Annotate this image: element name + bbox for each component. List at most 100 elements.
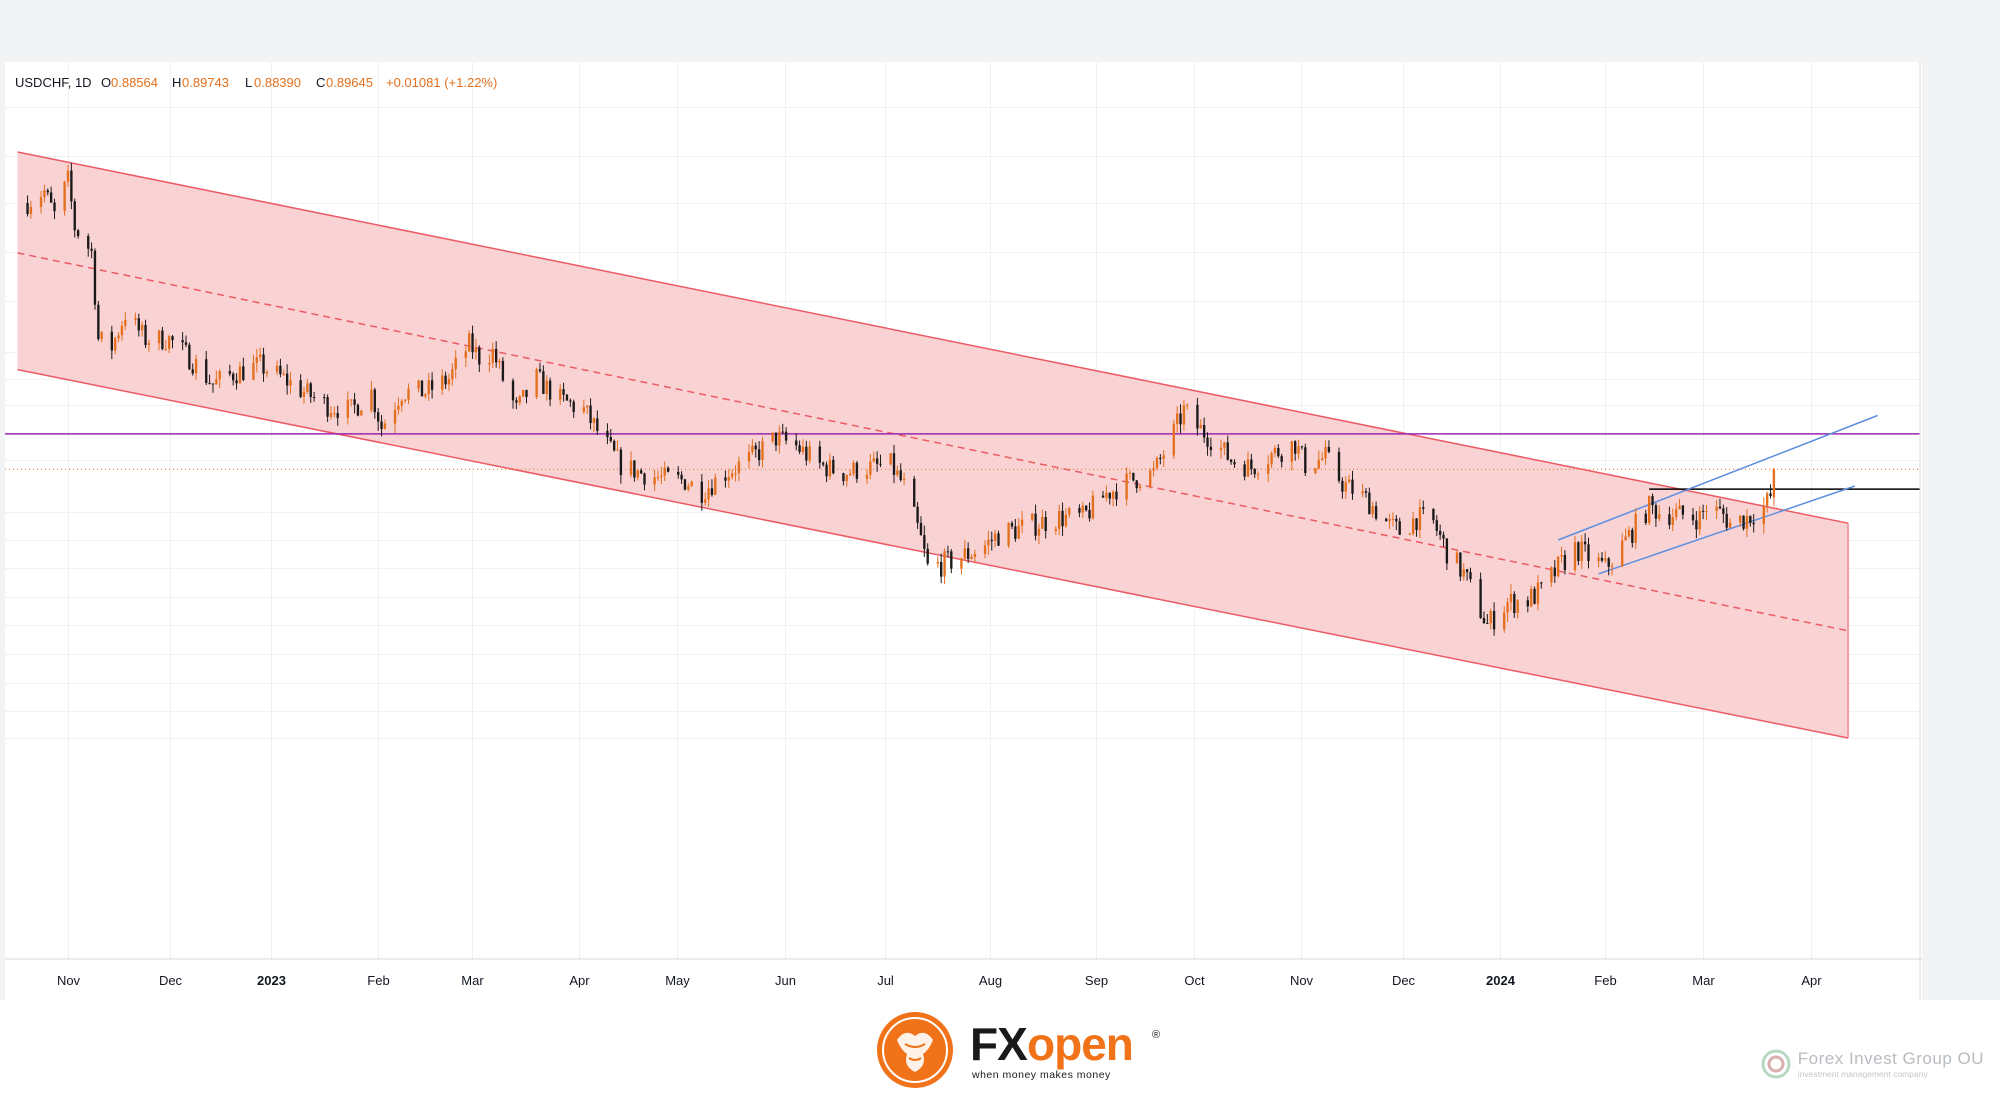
candle-body	[1772, 469, 1776, 498]
candle-body	[535, 369, 538, 398]
candle-body	[612, 440, 616, 451]
candle-body	[993, 533, 997, 541]
candle-body	[1138, 486, 1142, 489]
x-tick-label: 2023	[257, 973, 286, 988]
company-name: Forex Invest Group OU	[1797, 1049, 1984, 1068]
candle-body	[444, 375, 447, 385]
candle-body	[424, 394, 427, 397]
candle-body	[1580, 541, 1583, 561]
legend-change: +0.01081 (+1.22%)	[386, 75, 497, 90]
company-logo-icon	[1761, 1049, 1791, 1079]
candle-body	[1725, 513, 1728, 528]
candle-body	[633, 460, 636, 478]
candle-body	[403, 399, 407, 401]
brand-fx: FX	[970, 1018, 1028, 1070]
candle-body	[963, 548, 966, 559]
candle-body	[1314, 468, 1317, 474]
candle-body	[1300, 446, 1304, 448]
x-tick-label: Sep	[1085, 973, 1108, 988]
time-axis[interactable]: Nov Dec 2023 Feb Mar Apr May Jun Jul Aug Sep Oct Nov…	[57, 973, 1822, 988]
candle-body	[1007, 523, 1010, 546]
candle-body	[1634, 513, 1637, 543]
candle-body	[865, 474, 869, 479]
candle-body	[275, 365, 279, 372]
legend-c-label: C	[316, 75, 325, 90]
candle-body	[808, 446, 811, 461]
candle-body	[1739, 515, 1742, 523]
candle-body	[1445, 538, 1449, 564]
candle-body	[76, 230, 80, 237]
candle-body	[542, 371, 545, 394]
candle-body	[656, 477, 660, 479]
candle-body	[619, 449, 623, 476]
candle-body	[1290, 441, 1293, 462]
candle-body	[110, 331, 114, 351]
candle-body	[1155, 457, 1159, 468]
candle-body	[1749, 515, 1752, 523]
candle-body	[970, 556, 973, 559]
candle-body	[1691, 514, 1695, 521]
channel-fill	[17, 152, 1849, 738]
candle-body	[285, 373, 289, 386]
usdchf-chart[interactable]: 1.060001.040001.020001.000000.980000.960…	[5, 62, 1922, 1002]
candle-body	[1196, 404, 1199, 429]
candle-body	[1550, 567, 1553, 583]
candle-body	[376, 412, 380, 422]
candle-body	[1385, 518, 1388, 522]
candle-body	[1344, 482, 1347, 492]
candle-body	[393, 409, 397, 424]
chart-area[interactable]: 1.060001.040001.020001.000000.980000.960…	[5, 62, 1922, 1002]
candle-body	[855, 462, 859, 479]
legend-symbol: USDCHF, 1D	[15, 75, 92, 90]
candle-body	[1186, 404, 1189, 406]
candle-body	[569, 400, 572, 402]
candle-body	[1668, 514, 1671, 525]
x-tick-label: Nov	[57, 973, 81, 988]
candle-body	[417, 380, 420, 389]
candle-body	[680, 474, 683, 480]
candle-body	[488, 362, 491, 365]
candle-body	[90, 248, 93, 251]
candle-body	[420, 380, 424, 397]
candle-body	[710, 488, 714, 495]
footer: FX open ® when money makes money Forex I…	[0, 1000, 2000, 1099]
candle-body	[252, 362, 255, 380]
candle-body	[370, 389, 373, 411]
x-tick-label: Oct	[1184, 973, 1205, 988]
candle-body	[586, 405, 589, 408]
candle-body	[761, 441, 764, 461]
candle-body	[653, 477, 656, 485]
candle-body	[784, 431, 788, 441]
x-tick-label: Apr	[569, 973, 590, 988]
candle-body	[164, 348, 167, 350]
candle-body	[1253, 469, 1256, 475]
candle-body	[1728, 522, 1732, 528]
candle-body	[1256, 474, 1260, 476]
candle-body	[919, 522, 923, 536]
candle-body	[1132, 472, 1135, 481]
x-tick-label: Aug	[979, 973, 1002, 988]
candle-body	[902, 478, 906, 480]
candle-body	[940, 561, 943, 577]
candle-body	[323, 397, 326, 399]
candle-body	[1041, 517, 1044, 529]
candle-body	[757, 449, 761, 461]
bull-emblem-icon	[877, 1012, 953, 1088]
candle-body	[70, 170, 73, 202]
candle-body	[609, 437, 612, 441]
candle-body	[828, 459, 832, 477]
candle-body	[1435, 520, 1438, 531]
candle-body	[1418, 507, 1422, 531]
legend-o-value: 0.88564	[111, 75, 158, 90]
candle-body	[242, 366, 245, 380]
candle-body	[734, 473, 737, 475]
candle-body	[805, 446, 808, 461]
candle-body	[258, 354, 262, 358]
candle-body	[1388, 519, 1391, 522]
candle-body	[515, 400, 518, 403]
candle-body	[1705, 510, 1708, 512]
candle-body	[916, 506, 919, 523]
candle-body	[218, 371, 221, 380]
candlesticks	[26, 163, 1776, 636]
candle-body	[1364, 491, 1368, 493]
